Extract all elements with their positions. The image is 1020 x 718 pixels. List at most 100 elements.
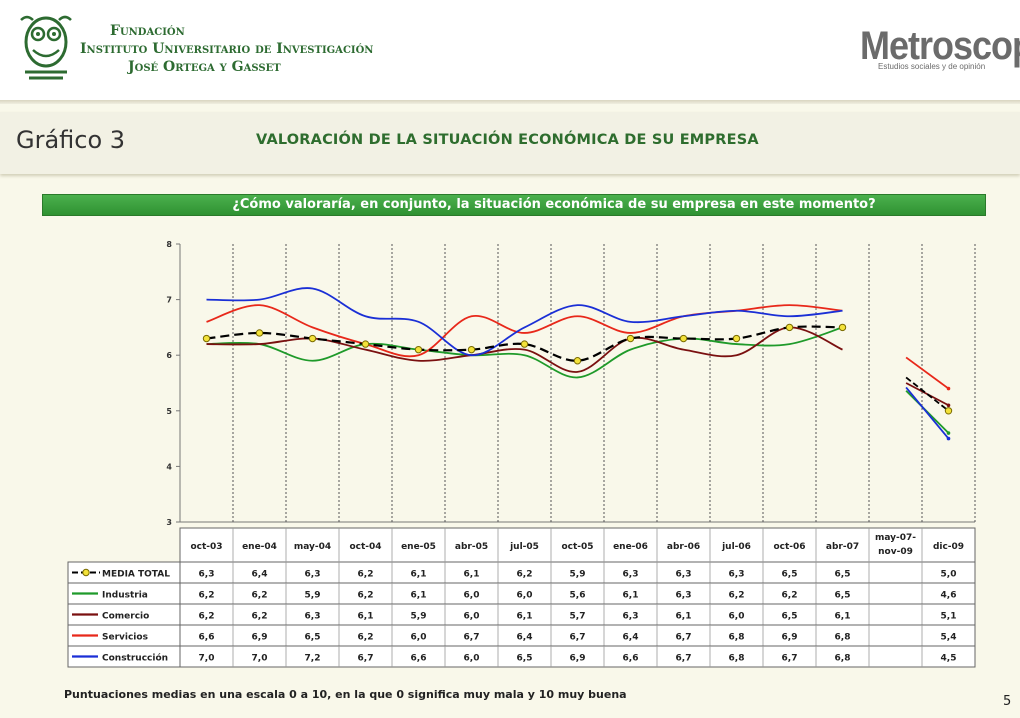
- data-label: 7,0: [252, 654, 268, 664]
- data-label: 6,0: [464, 612, 480, 622]
- data-label: 6,1: [835, 612, 851, 622]
- data-label: 6,1: [623, 591, 639, 601]
- data-label: 6,7: [358, 654, 374, 664]
- category-label: oct-04: [349, 542, 381, 552]
- data-label: 6,1: [411, 570, 427, 580]
- series-industria: [206, 326, 951, 435]
- data-label: 6,4: [623, 633, 639, 643]
- series-line: [206, 326, 843, 379]
- category-label: oct-03: [190, 542, 222, 552]
- category-label: nov-09: [878, 547, 913, 557]
- legend-label: Comercio: [102, 612, 149, 622]
- data-point: [732, 334, 741, 343]
- series-line: [206, 326, 843, 373]
- data-label: 5,9: [570, 570, 586, 580]
- data-label: 5,1: [941, 612, 957, 622]
- category-label: abr-06: [667, 542, 700, 552]
- series-construcci-n: [206, 287, 951, 441]
- category-label: abr-07: [826, 542, 859, 552]
- data-label: 6,7: [676, 633, 692, 643]
- data-label: 5,0: [941, 570, 957, 580]
- data-label: 5,9: [305, 591, 321, 601]
- data-label: 6,2: [358, 570, 374, 580]
- title-band: [0, 112, 1020, 174]
- data-label: 6,8: [835, 633, 851, 643]
- data-label: 6,0: [464, 654, 480, 664]
- data-point: [573, 357, 582, 365]
- legend-label: Construcción: [102, 653, 168, 664]
- data-label: 6,1: [517, 612, 533, 622]
- series-line: [206, 287, 843, 357]
- page-title: VALORACIÓN DE LA SITUACIÓN ECONÓMICA DE …: [256, 132, 759, 148]
- data-point: [414, 345, 423, 354]
- brand-tagline: Estudios sociales y de opinión: [878, 62, 986, 71]
- data-label: 6,3: [623, 612, 639, 622]
- brand-name: Metroscopia: [860, 22, 1020, 68]
- data-label: 6,7: [782, 654, 798, 664]
- metroscopia-logo: Metroscopia Estudios sociales y de opini…: [860, 22, 1020, 71]
- foundation-line-1: Fundación: [110, 23, 185, 39]
- series-end-segment: [905, 356, 950, 390]
- data-label: 6,2: [252, 612, 268, 622]
- category-label: abr-05: [455, 542, 488, 552]
- data-label: 6,3: [676, 591, 692, 601]
- data-label: 5,7: [570, 612, 586, 622]
- header: Fundación Instituto Universitario de Inv…: [0, 0, 1020, 100]
- y-tick-label: 8: [166, 240, 172, 249]
- y-tick-label: 3: [166, 518, 172, 527]
- category-label: oct-05: [561, 542, 593, 552]
- data-label: 6,7: [676, 654, 692, 664]
- data-point: [946, 403, 951, 408]
- question-banner: ¿Cómo valoraría, en conjunto, la situaci…: [42, 194, 986, 216]
- category-label: may-07-: [875, 533, 916, 543]
- data-point: [520, 340, 529, 348]
- data-label: 6,8: [729, 654, 745, 664]
- data-label: 6,4: [517, 633, 533, 643]
- y-tick-label: 6: [166, 351, 172, 360]
- data-table: oct-03 ene-04 may-04 oct-04 ene-05 abr-05 jul-…: [67, 527, 976, 668]
- line-chart: 3 4 5 6 7 8 oct-03 ene-04 may-04 oct-04 ene-05 abr-…: [67, 240, 976, 668]
- data-point: [944, 407, 953, 415]
- data-label: 6,2: [517, 570, 533, 580]
- series-media-total: [202, 323, 953, 415]
- y-tick-label: 4: [166, 462, 172, 471]
- foundation-name: Fundación Instituto Universitario de Inv…: [80, 22, 373, 76]
- series-end-segment: [905, 386, 950, 440]
- series-line: [206, 304, 843, 358]
- owl-logo-icon: [20, 15, 72, 80]
- data-label: 4,6: [941, 591, 957, 601]
- data-point: [946, 386, 951, 391]
- data-label: 6,1: [464, 570, 480, 580]
- data-label: 6,0: [464, 591, 480, 601]
- data-label: 6,7: [570, 633, 586, 643]
- data-point: [308, 334, 317, 343]
- data-label: 6,3: [729, 570, 745, 580]
- category-label: ene-04: [242, 542, 277, 552]
- legend-label: Servicios: [102, 633, 148, 643]
- data-label: 6,9: [252, 633, 268, 643]
- y-tick-label: 5: [166, 407, 172, 416]
- data-label: 6,5: [782, 612, 798, 622]
- y-tick-label: 7: [166, 296, 172, 305]
- data-point: [785, 323, 794, 332]
- data-label: 5,4: [941, 633, 957, 643]
- data-label: 6,3: [676, 570, 692, 580]
- foundation-line-2: Instituto Universitario de Investigación: [80, 41, 374, 57]
- data-label: 6,2: [199, 612, 215, 622]
- data-label: 6,0: [411, 633, 427, 643]
- series-end-segment: [905, 382, 949, 407]
- data-label: 6,2: [358, 591, 374, 601]
- data-label: 6,9: [782, 633, 798, 643]
- data-label: 6,2: [782, 591, 798, 601]
- header-divider: [0, 100, 1020, 104]
- data-label: 6,5: [517, 654, 533, 664]
- data-label: 6,9: [570, 654, 586, 664]
- data-label: 6,5: [835, 591, 851, 601]
- data-label: 6,3: [623, 570, 639, 580]
- question-text: ¿Cómo valoraría, en conjunto, la situaci…: [232, 197, 876, 212]
- category-label: ene-05: [401, 542, 436, 552]
- data-label: 6,0: [517, 591, 533, 601]
- category-label: jul-06: [721, 542, 751, 552]
- data-label: 6,5: [305, 633, 321, 643]
- footnote: Puntuaciones medias en una escala 0 a 10…: [64, 688, 627, 701]
